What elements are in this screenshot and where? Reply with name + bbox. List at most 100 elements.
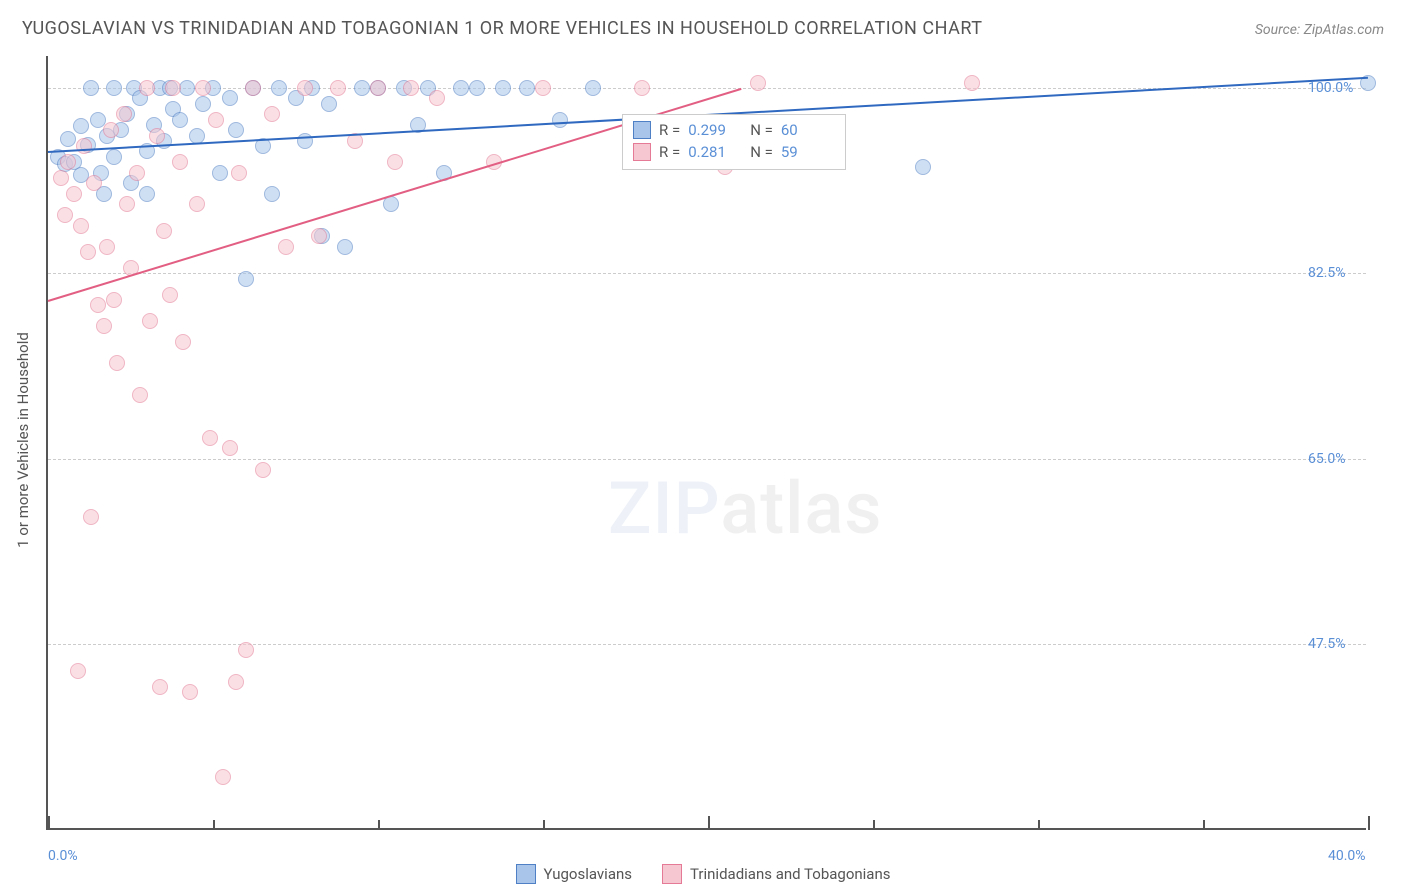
stats-swatch <box>633 121 651 139</box>
scatter-point-trinidadians <box>162 287 178 303</box>
scatter-point-trinidadians <box>156 223 172 239</box>
scatter-point-trinidadians <box>99 239 115 255</box>
scatter-point-trinidadians <box>387 154 403 170</box>
stats-swatch <box>633 143 651 161</box>
source-attribution: Source: ZipAtlas.com <box>1255 22 1384 38</box>
stats-r-value: 0.281 <box>688 143 742 161</box>
stats-r-label: R = <box>659 121 680 139</box>
scatter-point-trinidadians <box>245 80 261 96</box>
x-minor-tick <box>1038 820 1040 830</box>
legend-label: Trinidadians and Tobagonians <box>690 865 890 883</box>
scatter-point-yugoslavians <box>172 112 188 128</box>
scatter-point-trinidadians <box>215 769 231 785</box>
scatter-point-trinidadians <box>208 112 224 128</box>
scatter-point-trinidadians <box>297 80 313 96</box>
y-tick-label: 47.5% <box>1308 636 1346 652</box>
x-tick <box>708 816 710 830</box>
scatter-point-yugoslavians <box>228 122 244 138</box>
legend-item-yugoslavians: Yugoslavians <box>516 864 633 884</box>
scatter-point-trinidadians <box>175 334 191 350</box>
scatter-point-yugoslavians <box>469 80 485 96</box>
stats-row: R =0.299N =60 <box>633 119 835 141</box>
stats-n-label: N = <box>750 121 773 139</box>
scatter-point-trinidadians <box>311 228 327 244</box>
scatter-point-trinidadians <box>66 186 82 202</box>
scatter-point-trinidadians <box>80 244 96 260</box>
scatter-point-trinidadians <box>73 218 89 234</box>
scatter-point-yugoslavians <box>106 80 122 96</box>
x-tick-label: 40.0% <box>1328 848 1366 864</box>
legend-swatch <box>662 864 682 884</box>
legend-swatch <box>516 864 536 884</box>
scatter-point-trinidadians <box>370 80 386 96</box>
scatter-point-yugoslavians <box>222 90 238 106</box>
scatter-point-trinidadians <box>255 462 271 478</box>
x-tick-label: 0.0% <box>48 848 78 864</box>
scatter-point-trinidadians <box>750 75 766 91</box>
scatter-point-trinidadians <box>86 175 102 191</box>
scatter-point-trinidadians <box>119 196 135 212</box>
scatter-point-trinidadians <box>53 170 69 186</box>
scatter-point-trinidadians <box>152 679 168 695</box>
scatter-point-trinidadians <box>129 165 145 181</box>
scatter-point-trinidadians <box>96 318 112 334</box>
scatter-point-trinidadians <box>189 196 205 212</box>
plot-area: 47.5%65.0%82.5%100.0%0.0%40.0% ZIPatlas … <box>46 56 1366 830</box>
scatter-point-yugoslavians <box>238 271 254 287</box>
y-tick-label: 65.0% <box>1308 451 1346 467</box>
scatter-point-yugoslavians <box>321 96 337 112</box>
scatter-point-trinidadians <box>278 239 294 255</box>
scatter-point-trinidadians <box>90 297 106 313</box>
x-minor-tick <box>1203 820 1205 830</box>
scatter-point-trinidadians <box>60 154 76 170</box>
y-tick-label: 82.5% <box>1308 265 1346 281</box>
legend: Yugoslavians Trinidadians and Tobagonians <box>0 864 1406 884</box>
stats-box: R =0.299N =60R = 0.281 N = 59 <box>622 114 846 170</box>
scatter-point-trinidadians <box>264 106 280 122</box>
scatter-point-trinidadians <box>109 355 125 371</box>
stats-row: R =0.281N =59 <box>633 141 835 163</box>
x-minor-tick <box>378 820 380 830</box>
x-tick <box>48 816 50 830</box>
scatter-point-yugoslavians <box>139 186 155 202</box>
legend-item-trinidadians: Trinidadians and Tobagonians <box>662 864 890 884</box>
scatter-point-yugoslavians <box>106 149 122 165</box>
scatter-point-yugoslavians <box>73 118 89 134</box>
scatter-point-trinidadians <box>238 642 254 658</box>
scatter-point-yugoslavians <box>585 80 601 96</box>
scatter-point-yugoslavians <box>495 80 511 96</box>
scatter-point-trinidadians <box>172 154 188 170</box>
scatter-point-yugoslavians <box>552 112 568 128</box>
x-tick <box>1368 816 1370 830</box>
scatter-point-trinidadians <box>222 440 238 456</box>
chart-title: YUGOSLAVIAN VS TRINIDADIAN AND TOBAGONIA… <box>22 18 982 39</box>
legend-label: Yugoslavians <box>544 865 633 883</box>
scatter-point-yugoslavians <box>60 131 76 147</box>
scatter-point-trinidadians <box>330 80 346 96</box>
stats-n-label: N = <box>750 143 773 161</box>
scatter-point-trinidadians <box>535 80 551 96</box>
scatter-point-yugoslavians <box>189 128 205 144</box>
scatter-point-trinidadians <box>70 663 86 679</box>
scatter-point-trinidadians <box>142 313 158 329</box>
y-tick-label: 100.0% <box>1308 80 1353 96</box>
x-minor-tick <box>213 820 215 830</box>
scatter-point-trinidadians <box>195 80 211 96</box>
scatter-point-yugoslavians <box>453 80 469 96</box>
scatter-point-yugoslavians <box>915 159 931 175</box>
x-minor-tick <box>873 820 875 830</box>
scatter-point-trinidadians <box>165 80 181 96</box>
stats-n-value: 59 <box>781 143 835 161</box>
scatter-point-trinidadians <box>149 128 165 144</box>
scatter-point-trinidadians <box>139 80 155 96</box>
scatter-point-yugoslavians <box>83 80 99 96</box>
scatter-point-yugoslavians <box>212 165 228 181</box>
scatter-point-trinidadians <box>116 106 132 122</box>
scatter-point-trinidadians <box>403 80 419 96</box>
scatter-point-yugoslavians <box>519 80 535 96</box>
scatter-point-trinidadians <box>106 292 122 308</box>
scatter-point-yugoslavians <box>354 80 370 96</box>
y-axis-title: 1 or more Vehicles in Household <box>14 332 32 548</box>
scatter-point-trinidadians <box>57 207 73 223</box>
scatter-point-trinidadians <box>231 165 247 181</box>
